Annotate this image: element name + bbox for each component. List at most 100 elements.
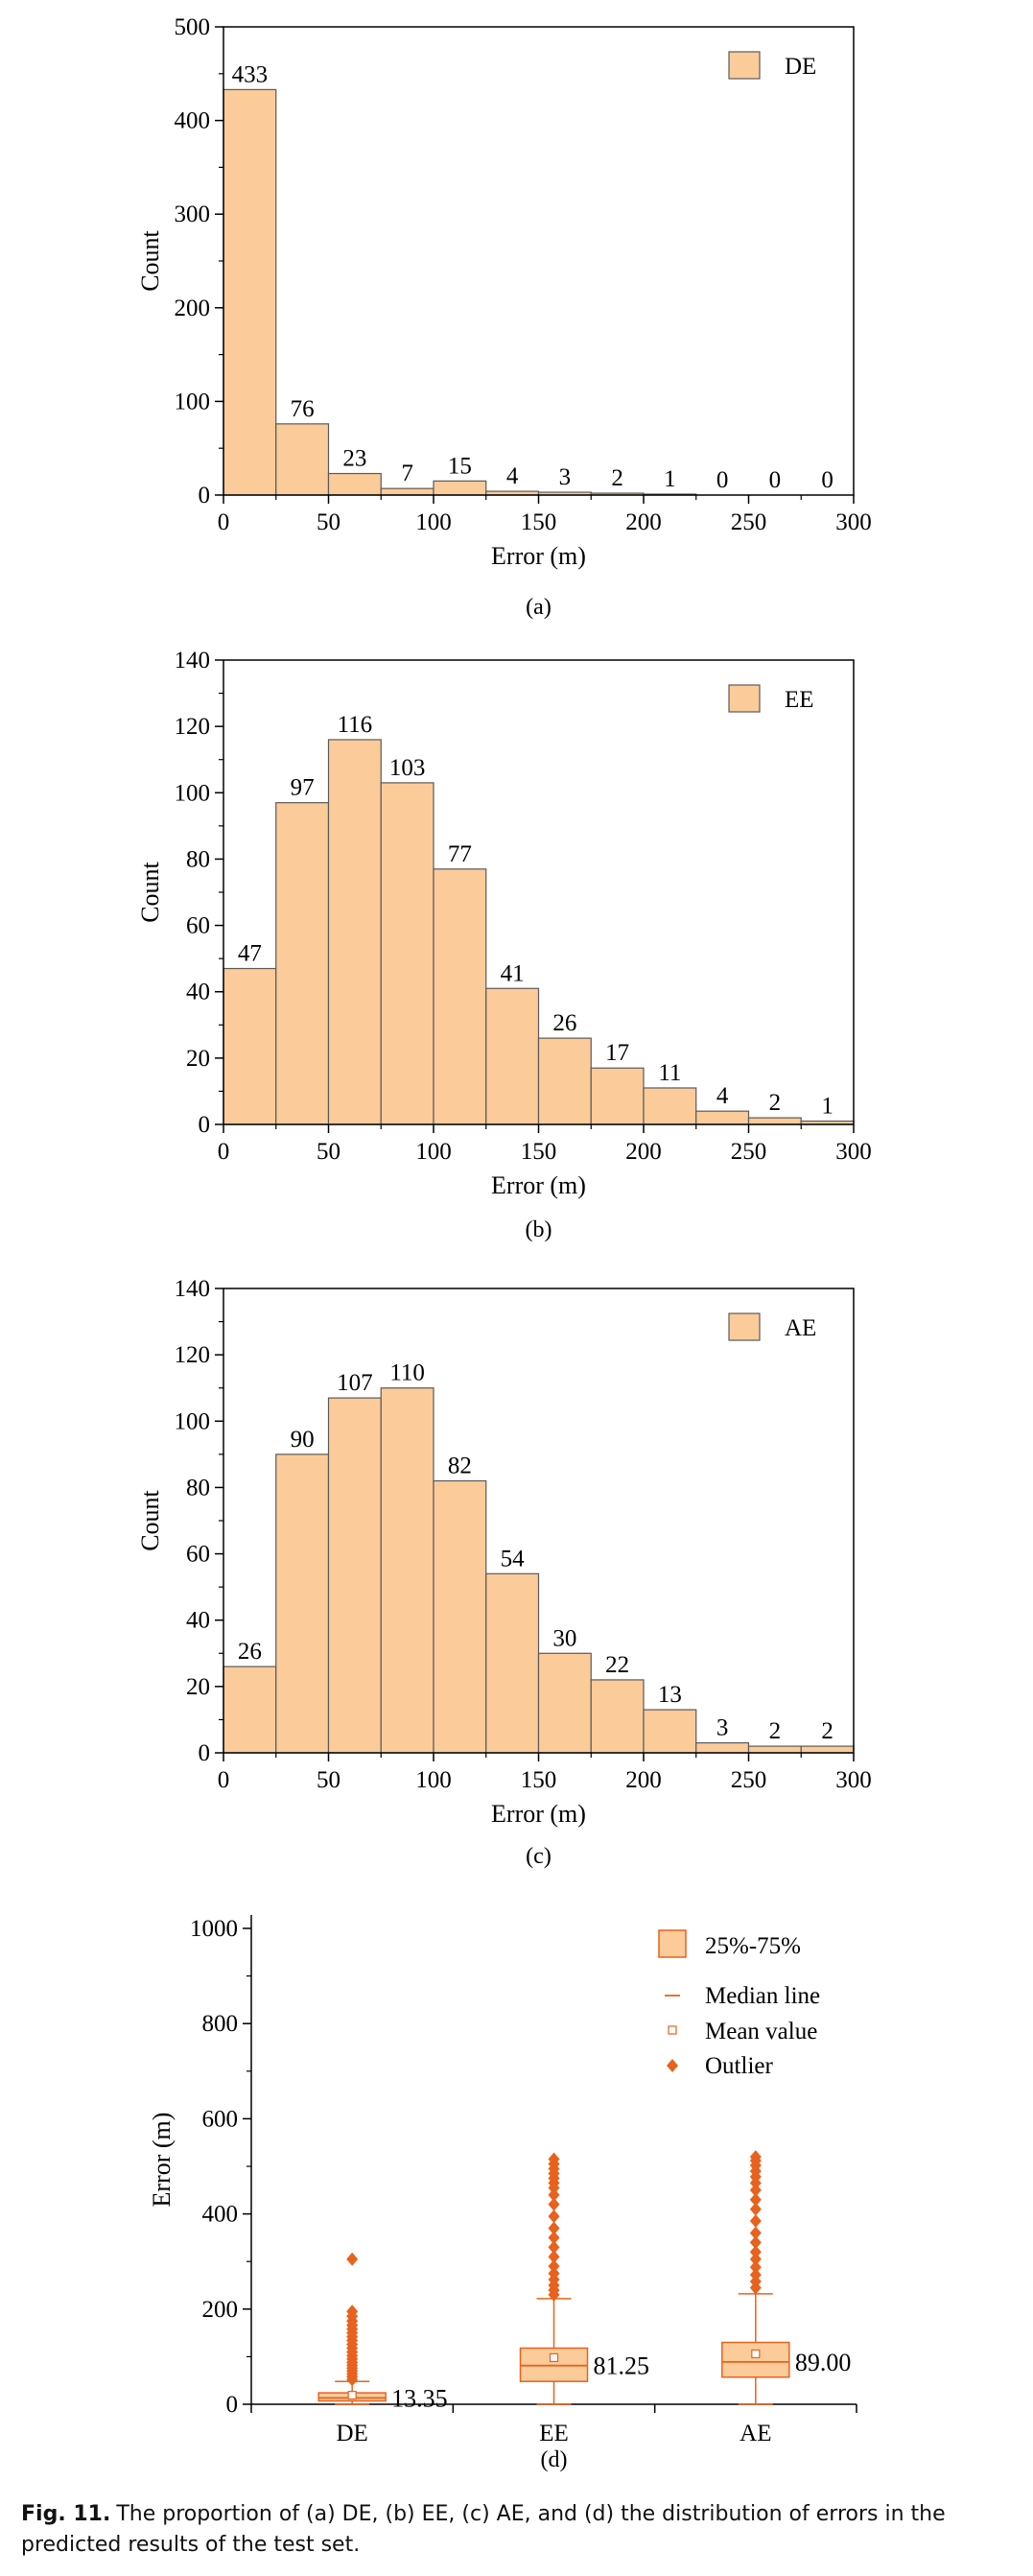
bar-value-label: 4 — [716, 1083, 729, 1109]
x-tick-label: 200 — [625, 509, 662, 535]
median-value-label: 13.35 — [391, 2384, 448, 2412]
bar-value-label: 22 — [605, 1652, 629, 1678]
bar-value-label: 0 — [716, 467, 729, 493]
outlier-point — [548, 2259, 560, 2274]
outlier-point — [749, 2183, 762, 2197]
x-tick-label: 200 — [625, 1767, 662, 1793]
y-tick-label: 20 — [186, 1674, 210, 1700]
bar-value-label: 3 — [559, 464, 572, 490]
x-tick-label: 0 — [218, 1767, 230, 1793]
y-tick-label: 600 — [202, 2106, 239, 2132]
bar-value-label: 76 — [291, 396, 315, 422]
y-axis-title: Count — [136, 229, 164, 291]
x-tick-label: 300 — [835, 1767, 872, 1793]
x-tick-label: 150 — [521, 1139, 557, 1165]
x-tick-label: 300 — [835, 509, 872, 535]
y-tick-label: 20 — [186, 1046, 210, 1072]
y-tick-label: 120 — [175, 1342, 211, 1368]
bar-value-label: 1 — [821, 1094, 833, 1120]
legend-label: Outlier — [705, 2053, 773, 2079]
bar-value-label: 110 — [389, 1360, 425, 1386]
x-tick-label: 150 — [521, 509, 557, 535]
bar-value-label: 54 — [501, 1546, 526, 1572]
x-tick-label: 100 — [415, 509, 452, 535]
y-tick-label: 800 — [202, 2011, 239, 2037]
legend-mean-swatch — [668, 2025, 677, 2035]
legend-label: AE — [785, 1315, 816, 1341]
histogram-bar — [485, 987, 540, 1125]
legend-label: Median line — [705, 1983, 820, 2009]
bar-value-label: 2 — [611, 465, 623, 491]
mean-marker — [347, 2390, 357, 2400]
x-tick-label: 200 — [625, 1139, 662, 1165]
x-tick-label: 50 — [317, 1767, 340, 1793]
histogram-bar — [380, 487, 434, 496]
outlier-point — [749, 2252, 762, 2266]
outlier-point — [548, 2221, 560, 2235]
x-tick-label: 250 — [731, 1139, 767, 1165]
x-tick-label: 50 — [317, 509, 340, 535]
median-value-label: 81.25 — [594, 2352, 650, 2380]
bar-value-label: 82 — [448, 1453, 472, 1479]
outlier-point — [548, 2266, 560, 2281]
outlier-point — [749, 2260, 762, 2275]
legend-label: EE — [785, 687, 814, 713]
panel-label: (b) — [526, 1217, 552, 1242]
histogram-bar — [747, 1117, 802, 1125]
bar-value-label: 7 — [401, 461, 413, 486]
y-tick-label: 0 — [226, 2392, 239, 2418]
y-tick-label: 400 — [175, 108, 211, 134]
histogram-bar — [223, 88, 277, 496]
outlier-point — [346, 2252, 359, 2266]
bar-value-label: 30 — [552, 1625, 576, 1651]
histogram-bar — [275, 802, 330, 1125]
y-tick-label: 40 — [186, 1608, 210, 1634]
y-tick-label: 80 — [186, 846, 210, 872]
legend-outlier-swatch — [667, 2059, 678, 2072]
y-tick-label: 400 — [202, 2202, 239, 2228]
bar-value-label: 103 — [389, 755, 426, 781]
x-category-label: AE — [740, 2421, 771, 2446]
bar-value-label: 3 — [716, 1715, 729, 1741]
x-category-label: EE — [539, 2421, 569, 2446]
outlier-point — [548, 2240, 560, 2255]
y-tick-label: 140 — [175, 1276, 211, 1302]
bar-value-label: 13 — [658, 1682, 682, 1708]
y-tick-label: 0 — [199, 1112, 211, 1138]
outlier-point — [749, 2150, 762, 2164]
outlier-point — [749, 2192, 762, 2207]
mean-marker — [751, 2349, 761, 2359]
x-tick-label: 50 — [317, 1139, 340, 1165]
histogram-bar — [275, 1453, 330, 1754]
outlier-point — [548, 2231, 560, 2245]
y-tick-label: 40 — [186, 980, 210, 1005]
figure-caption: Fig. 11. The proportion of (a) DE, (b) EE… — [21, 2499, 1009, 2561]
y-tick-label: 300 — [175, 201, 211, 227]
legend-iqr-swatch — [658, 1929, 687, 1958]
outlier-point — [749, 2226, 762, 2240]
bar-value-label: 77 — [448, 841, 472, 867]
y-tick-label: 60 — [186, 1542, 210, 1568]
panel-label: (c) — [526, 1844, 552, 1869]
y-tick-label: 100 — [175, 1408, 211, 1434]
histogram-bar — [433, 480, 487, 496]
legend-label: 25%-75% — [705, 1933, 801, 1959]
bar-value-label: 97 — [291, 775, 315, 801]
y-tick-label: 1000 — [190, 1916, 238, 1942]
histogram-bar — [590, 1679, 645, 1754]
caption-text: The proportion of (a) DE, (b) EE, (c) AE… — [21, 2502, 946, 2557]
outlier-point — [548, 2197, 560, 2211]
bar-value-label: 433 — [232, 61, 269, 87]
x-tick-label: 250 — [731, 1767, 767, 1793]
histogram-bar — [433, 868, 487, 1125]
bar-value-label: 15 — [448, 453, 472, 479]
x-tick-label: 0 — [218, 1139, 230, 1165]
histogram-bar — [327, 1397, 382, 1754]
y-tick-label: 200 — [202, 2297, 239, 2323]
bar-value-label: 0 — [769, 467, 782, 493]
y-tick-label: 100 — [175, 780, 211, 806]
histogram-bar — [800, 1745, 855, 1754]
bar-value-label: 11 — [658, 1060, 681, 1086]
y-tick-label: 500 — [175, 14, 211, 40]
bar-value-label: 90 — [291, 1427, 315, 1453]
